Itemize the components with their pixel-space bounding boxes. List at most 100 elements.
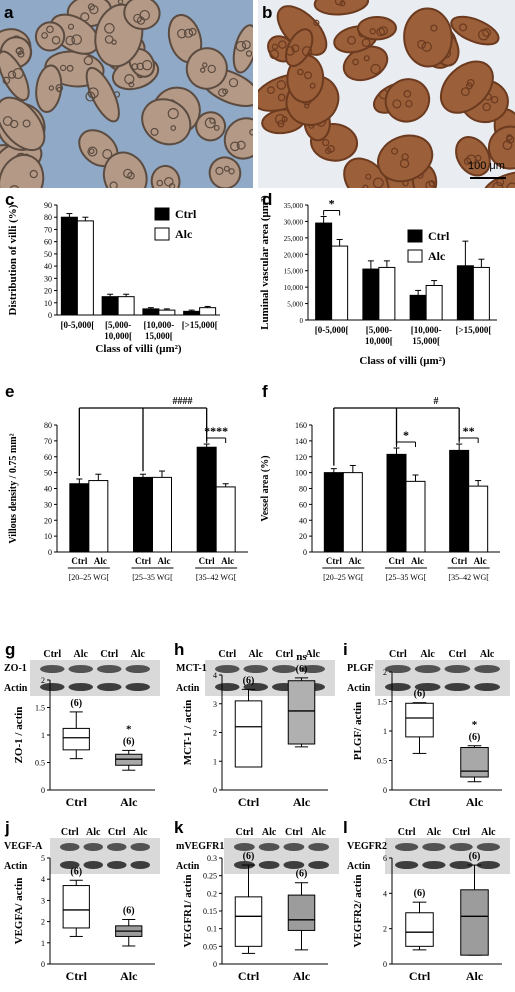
x-group-label: [35–42 WG[ bbox=[196, 573, 237, 582]
capillary-shape bbox=[278, 40, 287, 49]
blot-band-actin bbox=[130, 861, 150, 869]
capillary-shape bbox=[2, 76, 11, 85]
bar-ctrl bbox=[456, 265, 474, 321]
x-tick-label: Alc bbox=[293, 795, 311, 809]
capillary-shape bbox=[213, 124, 220, 131]
blot-band-target bbox=[395, 843, 419, 851]
blot-lane-label: Alc bbox=[427, 827, 442, 838]
y-axis-label: ZO-1 / actin bbox=[13, 707, 25, 764]
capillary-shape bbox=[87, 3, 95, 11]
blot-band-target bbox=[68, 665, 93, 673]
y-tick-label: 0 bbox=[41, 786, 45, 795]
y-axis-label: VEGFR2/ actin bbox=[352, 874, 364, 947]
blot-lane-label: Alc bbox=[481, 827, 496, 838]
blot-band-actin bbox=[385, 683, 411, 691]
capillary-shape bbox=[56, 86, 63, 93]
y-tick-label: 1.5 bbox=[377, 698, 387, 707]
significance-label: * bbox=[403, 428, 409, 442]
micrograph-b: 100 μm bbox=[258, 0, 515, 188]
blot-band-actin bbox=[444, 683, 471, 691]
box-ctrl bbox=[234, 896, 263, 947]
blot-lane-label: Ctrl bbox=[398, 827, 416, 838]
bar-ctrl bbox=[386, 453, 407, 553]
y-tick-label: 0.25 bbox=[203, 872, 217, 881]
blot-target-label: VEGFR2 bbox=[347, 841, 387, 852]
bar-alc bbox=[378, 266, 396, 321]
blot-actin-label: Actin bbox=[347, 683, 371, 694]
capillary-shape bbox=[22, 119, 31, 128]
villus-shape bbox=[195, 111, 227, 142]
panel-letter-f: f bbox=[262, 382, 268, 401]
y-tick-label: 4 bbox=[383, 889, 387, 898]
y-tick-label: 0 bbox=[300, 317, 304, 325]
x-tick-label: Alc bbox=[466, 795, 484, 809]
y-tick-label: 70 bbox=[44, 437, 52, 446]
blot-band-target bbox=[476, 843, 500, 851]
blot-band-target bbox=[234, 843, 255, 851]
capillary-shape bbox=[421, 41, 432, 52]
y-tick-label: 2 bbox=[383, 668, 387, 677]
blot-band-actin bbox=[125, 683, 150, 691]
x-tick-label: Ctrl bbox=[238, 969, 260, 983]
x-tick-label: Alc bbox=[466, 969, 484, 983]
chart-h: Ctrl Alc Ctrl Alc MCT-1 Actin 0 1 2 3 4 MCT-1 / act… bbox=[176, 649, 335, 809]
y-tick-label: 50 bbox=[44, 469, 52, 478]
y-tick-label: 40 bbox=[44, 485, 52, 494]
capillary-shape bbox=[482, 27, 492, 37]
panel-letter-e: e bbox=[5, 382, 15, 401]
y-tick-label: 20,000 bbox=[284, 251, 304, 259]
capillary-shape bbox=[274, 114, 286, 125]
bar-ctrl bbox=[196, 446, 217, 553]
x-tick-alc: Alc bbox=[411, 556, 424, 566]
capillary-shape bbox=[228, 77, 239, 88]
y-tick-label: 90 bbox=[44, 201, 52, 210]
n-label: (6) bbox=[70, 698, 82, 709]
capillary-shape bbox=[324, 147, 332, 155]
y-tick-label: 120 bbox=[295, 453, 307, 462]
blot-lane-label: Alc bbox=[74, 649, 89, 660]
bar-alc bbox=[117, 296, 135, 316]
significance-label: * bbox=[472, 719, 478, 731]
box-ctrl bbox=[405, 702, 434, 738]
blot-band-target bbox=[107, 843, 127, 851]
blot-band-target bbox=[422, 843, 446, 851]
capillary-shape bbox=[2, 116, 13, 126]
bar-alc bbox=[88, 480, 109, 553]
y-tick-label: 0 bbox=[48, 311, 52, 320]
y-tick-label: 0 bbox=[303, 548, 307, 557]
x-tick-ctrl: Ctrl bbox=[135, 556, 151, 566]
capillary-shape bbox=[301, 46, 313, 57]
y-tick-label: 40 bbox=[299, 516, 307, 525]
panel-letter-a: a bbox=[4, 3, 14, 22]
capillary-shape bbox=[127, 171, 135, 180]
micrograph-b-image bbox=[258, 0, 515, 188]
blot-band-actin bbox=[395, 861, 419, 869]
blot-band-target bbox=[243, 665, 268, 673]
capillary-shape bbox=[150, 127, 159, 136]
bar-ctrl bbox=[101, 296, 119, 316]
capillary-shape bbox=[245, 50, 253, 57]
bar-alc bbox=[342, 472, 363, 553]
capillary-shape bbox=[502, 140, 513, 151]
x-tick-label: Ctrl bbox=[409, 795, 431, 809]
capillary-shape bbox=[223, 165, 230, 172]
y-tick-label: 80 bbox=[44, 421, 52, 430]
bar-ctrl bbox=[133, 476, 153, 553]
capillary-shape bbox=[228, 168, 235, 175]
capillary-shape bbox=[128, 81, 135, 88]
capillary-shape bbox=[204, 117, 216, 129]
blot-actin-label: Actin bbox=[176, 861, 200, 872]
n-label: (6) bbox=[414, 888, 426, 899]
x-group-label: [20–25 WG[ bbox=[323, 573, 364, 582]
capillary-shape bbox=[276, 80, 287, 90]
panel-letter-h: h bbox=[174, 640, 185, 659]
capillary-shape bbox=[131, 63, 139, 71]
n-label: (6) bbox=[123, 905, 135, 916]
chart-l: Ctrl Alc Ctrl Alc VEGFR2 Actin 0 2 4 6 VEGFR2/ act… bbox=[347, 827, 510, 983]
x-tick-ctrl: Ctrl bbox=[451, 556, 467, 566]
blot-band-target bbox=[474, 665, 500, 673]
capillary-shape bbox=[490, 95, 499, 104]
blot-band-target bbox=[300, 665, 325, 673]
n-label: (6) bbox=[70, 866, 82, 877]
capillary-shape bbox=[277, 93, 286, 102]
